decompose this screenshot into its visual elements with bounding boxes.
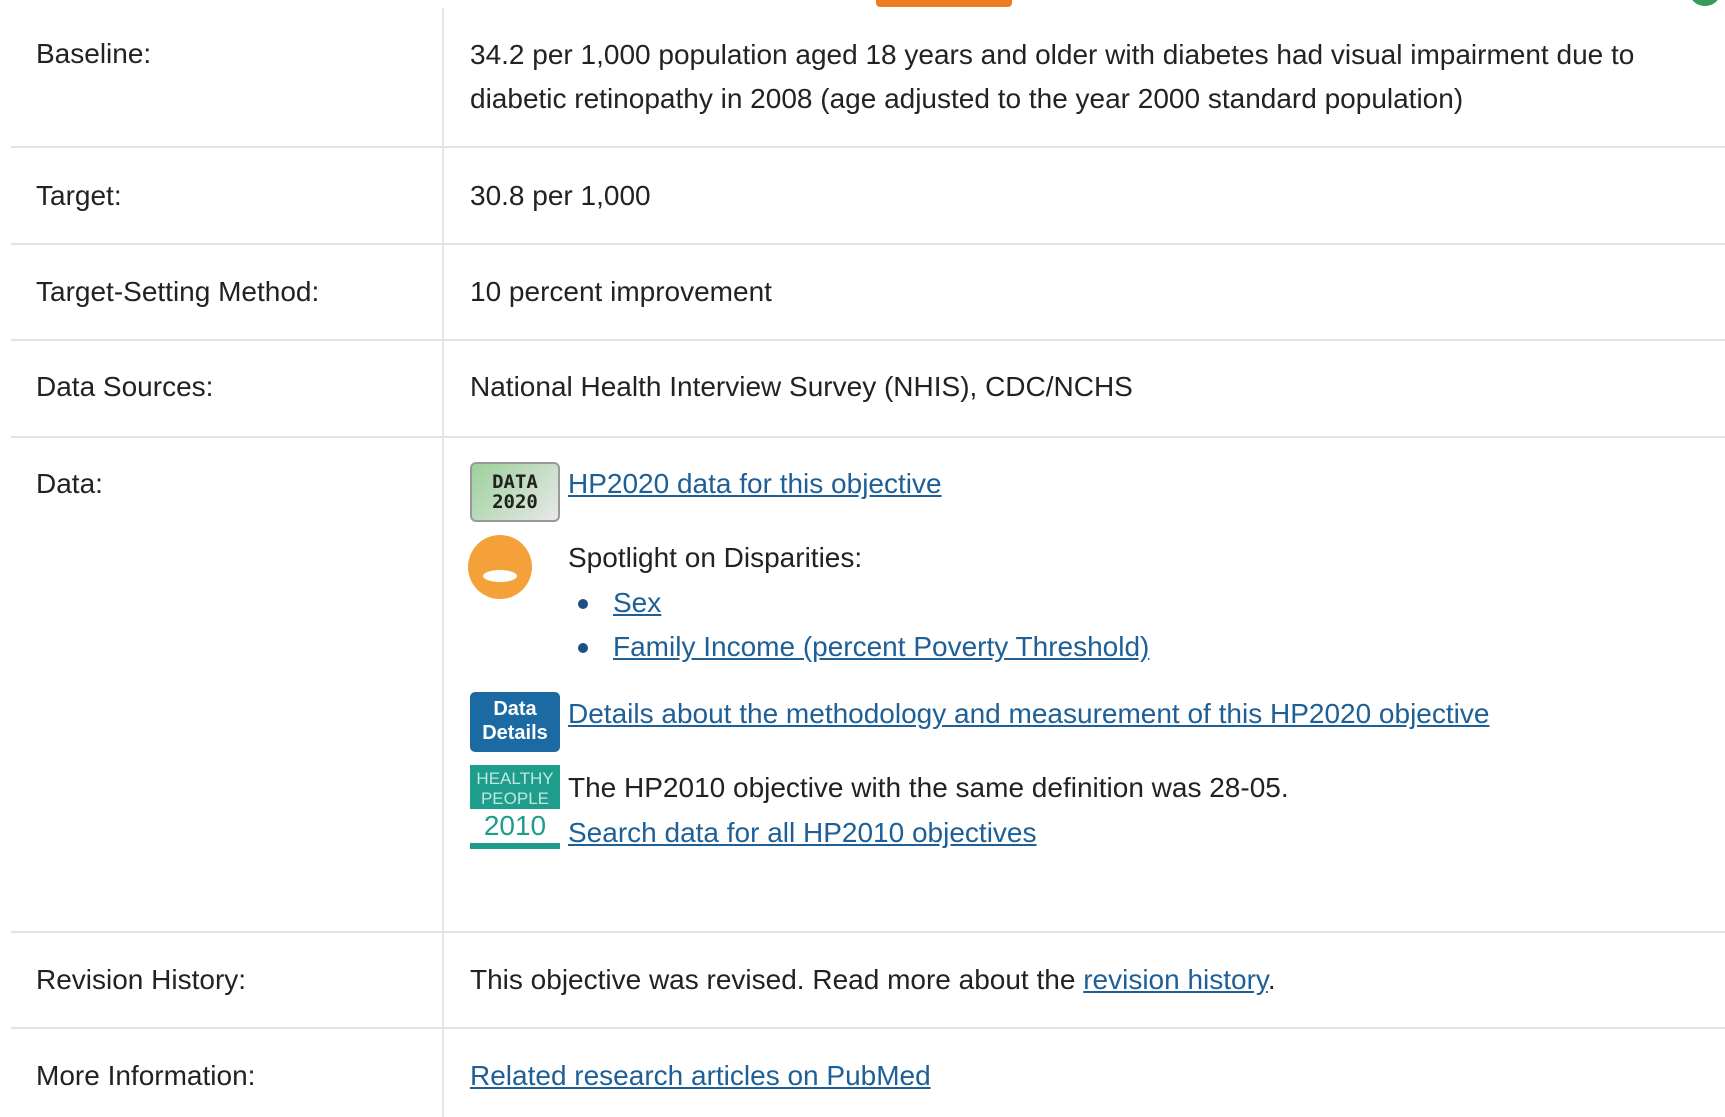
link[interactable]: Search data for all HP2010 objectives [568,817,1037,848]
icon-text: HEALTHY [476,769,554,788]
icon-text: Data [493,698,537,720]
row-value: This objective was revised. Read more ab… [470,964,1276,996]
text: . [1267,964,1276,995]
row-value: 10 percent improvement [470,276,772,307]
row-label: Data: [36,468,103,499]
link[interactable]: Family Income (percent Poverty Threshold… [613,631,1150,662]
icon-text: 2010 [470,809,560,843]
text: This objective was revised. Read more ab… [470,964,1084,995]
link[interactable]: Related research articles on PubMed [470,1060,931,1091]
row-separator [11,243,1725,245]
hp2010-text: The HP2010 objective with the same defin… [568,772,1289,803]
row-separator [11,931,1725,933]
link[interactable]: Sex [613,587,662,618]
row-separator [11,1027,1725,1029]
column-divider [442,8,444,1117]
hp2010-icon: HEALTHY PEOPLE 2010 [470,765,560,849]
row-separator [11,146,1725,148]
bullet [578,643,588,653]
row-label: Target: [36,180,122,211]
link[interactable]: revision history [1083,964,1268,995]
data-details-icon: Data Details [470,692,560,752]
row-value: 34.2 per 1,000 population aged 18 years … [470,39,1635,114]
icon-text: DATA [492,471,538,493]
row-label: Target-Setting Method: [36,276,320,307]
icon-text: PEOPLE [480,789,550,808]
row-value: National Health Interview Survey (NHIS),… [470,371,1133,402]
row-label: Revision History: [36,964,247,995]
link[interactable]: Details about the methodology and measur… [568,698,1490,729]
green-badge [1690,0,1720,6]
row-label: Baseline: [36,38,152,69]
spotlight-icon [468,535,532,599]
spotlight-icon-inner [483,570,517,582]
data2020-icon: DATA 2020 [470,462,560,522]
link[interactable]: HP2020 data for this objective [568,468,942,499]
row-label: More Information: [36,1060,256,1091]
spotlight-title: Spotlight on Disparities: [568,542,863,573]
row-separator [11,436,1725,438]
bullet [578,599,588,609]
icon-text: 2020 [492,491,538,513]
row-label: Data Sources: [36,371,214,402]
icon-text: Details [482,722,548,744]
orange-button[interactable] [876,0,1012,7]
row-separator [11,339,1725,341]
row-value: 30.8 per 1,000 [470,180,651,211]
